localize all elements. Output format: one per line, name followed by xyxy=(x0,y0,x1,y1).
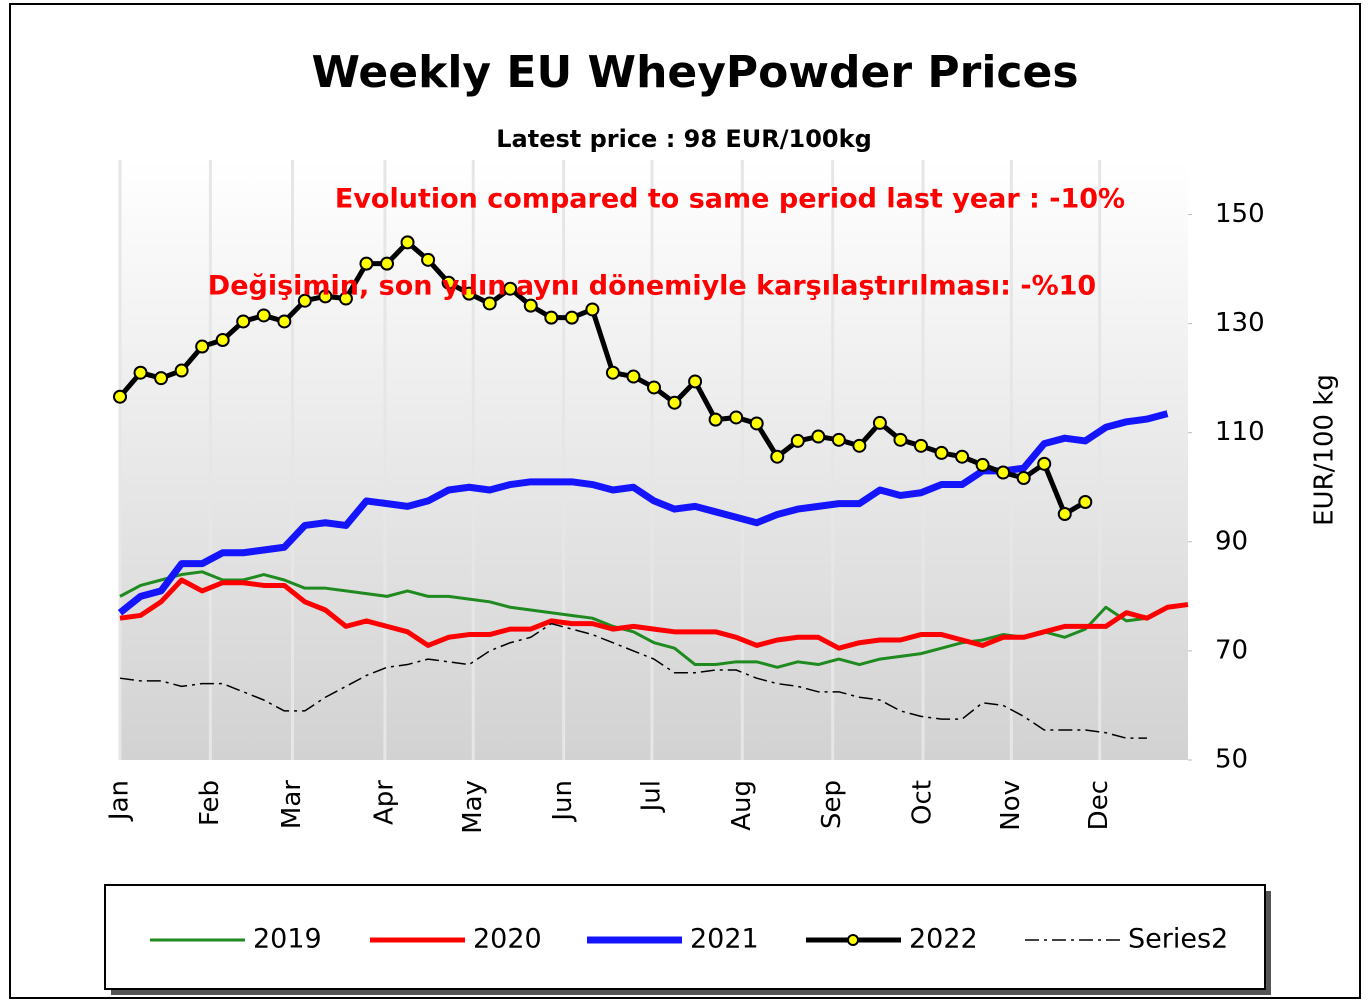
x-tick-label: Mar xyxy=(277,780,307,829)
point xyxy=(1078,495,1093,509)
point xyxy=(975,457,990,472)
y-tick-label: 110 xyxy=(1215,417,1265,447)
legend-label: 2020 xyxy=(473,924,542,955)
point xyxy=(934,445,949,460)
point xyxy=(380,256,394,271)
y-tick-label: 70 xyxy=(1215,635,1248,665)
x-tick-label: Nov xyxy=(996,780,1026,831)
legend-label: 2022 xyxy=(909,924,978,955)
point xyxy=(667,395,682,410)
x-tick-label: Feb xyxy=(195,780,225,826)
point xyxy=(749,416,764,431)
series-line xyxy=(119,570,1148,669)
point xyxy=(400,235,415,250)
annotation: Değişimin, son yılın aynı dönemiyle karş… xyxy=(208,271,1096,302)
y-tick-label: 150 xyxy=(1215,199,1265,229)
point xyxy=(790,433,805,448)
point xyxy=(462,286,477,301)
point xyxy=(564,310,579,325)
point xyxy=(503,281,518,296)
x-tick-label: Apr xyxy=(369,780,399,825)
x-tick-label: May xyxy=(458,780,488,834)
x-tick-label: Oct xyxy=(908,780,938,825)
point xyxy=(626,369,641,384)
point xyxy=(893,432,908,447)
point xyxy=(441,275,456,290)
point xyxy=(729,410,744,425)
point xyxy=(215,333,230,347)
plot-area xyxy=(113,160,1192,761)
legend-label: 2021 xyxy=(690,924,759,955)
annotation: Evolution compared to same period last y… xyxy=(335,184,1125,215)
point xyxy=(154,371,169,386)
point xyxy=(811,429,826,444)
point xyxy=(605,365,620,380)
x-tick-label: Jul xyxy=(636,780,666,813)
point xyxy=(318,289,333,304)
y-tick-label: 130 xyxy=(1215,308,1265,338)
point xyxy=(338,291,353,306)
series-line xyxy=(119,577,1189,651)
legend xyxy=(104,884,1266,990)
point xyxy=(277,314,292,329)
series-line xyxy=(119,622,1147,739)
point xyxy=(236,314,251,329)
x-tick-label: Sep xyxy=(817,780,847,829)
point xyxy=(914,438,928,453)
point xyxy=(421,252,436,267)
y-tick-label: 50 xyxy=(1215,745,1248,775)
point xyxy=(996,465,1011,480)
point xyxy=(1037,456,1052,471)
point xyxy=(113,389,127,404)
point xyxy=(523,298,538,313)
x-tick-label: Jan xyxy=(105,780,135,822)
point xyxy=(1016,471,1031,485)
point xyxy=(831,432,846,447)
point xyxy=(359,256,374,271)
legend-label: 2019 xyxy=(253,924,322,955)
y-tick-label: 90 xyxy=(1215,526,1248,556)
x-tick-label: Aug xyxy=(727,780,757,831)
legend-label: Series2 xyxy=(1128,924,1228,955)
chart-title: Weekly EU WheyPowder Prices xyxy=(311,47,1078,98)
point xyxy=(1057,507,1072,521)
point xyxy=(174,363,189,378)
x-tick-label: Jun xyxy=(548,780,578,823)
point xyxy=(872,415,887,430)
y-axis-label: EUR/100 kg xyxy=(1310,374,1340,526)
x-tick-label: Dec xyxy=(1084,780,1114,830)
point xyxy=(770,449,785,464)
point xyxy=(688,374,703,389)
point xyxy=(482,296,497,311)
point xyxy=(708,412,723,427)
chart-subtitle: Latest price : 98 EUR/100kg xyxy=(496,125,872,153)
point xyxy=(297,293,312,308)
point xyxy=(256,308,271,323)
point xyxy=(133,365,148,380)
point xyxy=(852,438,867,453)
point xyxy=(955,449,970,464)
point xyxy=(585,302,600,317)
point xyxy=(195,339,210,354)
legend-marker xyxy=(847,934,859,946)
point xyxy=(544,310,559,325)
point xyxy=(647,380,661,395)
